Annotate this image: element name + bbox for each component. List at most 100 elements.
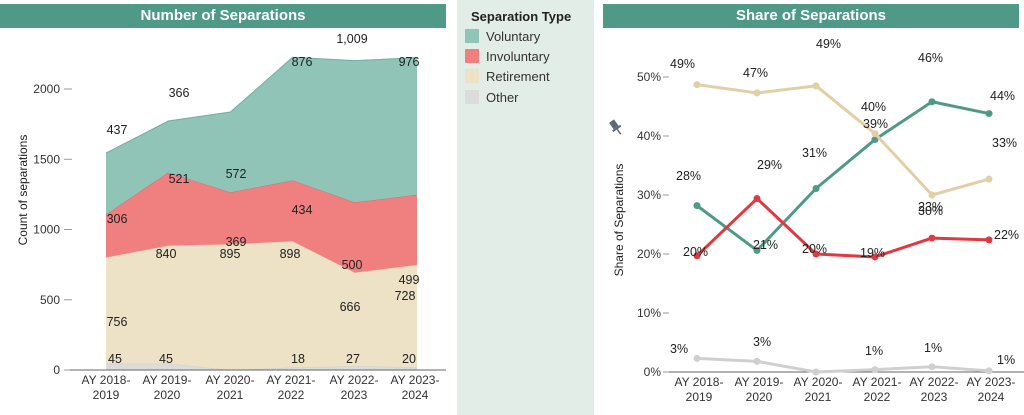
- point-other: [871, 366, 879, 374]
- x-tick-label: 2024: [978, 390, 1005, 404]
- legend-label-other: Other: [486, 89, 519, 105]
- legend-title: Separation Type: [471, 9, 572, 24]
- point-voluntary: [693, 202, 701, 210]
- y-tick-label: 1500: [33, 152, 60, 166]
- data-label-involuntary: 521: [169, 172, 190, 186]
- x-tick-label: 2022: [864, 390, 891, 404]
- legend-swatch-voluntary: [465, 29, 479, 43]
- data-label-involuntary: 500: [342, 258, 363, 272]
- point-voluntary: [812, 185, 820, 193]
- point-voluntary: [753, 246, 761, 254]
- y-tick-label: 0%: [644, 365, 662, 379]
- legend-item-retirement[interactable]: Retirement: [465, 68, 550, 84]
- y-tick-label: 30%: [637, 188, 661, 202]
- y-tick-label: 0: [53, 363, 60, 377]
- area-edge-voluntary: [105, 56, 418, 154]
- x-tick-label: 2020: [154, 388, 181, 402]
- data-label-other: 45: [108, 352, 122, 366]
- point-voluntary: [985, 110, 993, 118]
- number-of-separations-title: Number of Separations: [0, 4, 446, 28]
- data-label-retirement: 47%: [743, 66, 768, 80]
- x-tick-label: 2019: [93, 388, 120, 402]
- y-tick-label: 10%: [637, 306, 661, 320]
- data-label-involuntary: 369: [226, 235, 247, 249]
- point-other: [812, 368, 820, 376]
- data-label-other: 20: [402, 352, 416, 366]
- y-tick-label: 40%: [637, 129, 661, 143]
- data-label-voluntary: 437: [107, 123, 128, 137]
- area-retirement: [106, 241, 417, 370]
- point-retirement: [928, 191, 936, 199]
- data-label-voluntary: 366: [169, 86, 190, 100]
- data-label-retirement: 895: [220, 247, 241, 261]
- x-tick-label: AY 2019-: [143, 373, 192, 387]
- y-tick-label: 20%: [637, 247, 661, 261]
- area-involuntary: [106, 172, 417, 273]
- point-involuntary: [753, 195, 761, 203]
- y-tick-label: 1000: [33, 223, 60, 237]
- legend-label-involuntary: Involuntary: [486, 48, 550, 64]
- point-retirement: [871, 130, 879, 138]
- x-tick-label: 2021: [217, 388, 244, 402]
- x-tick-label: AY 2022-: [910, 375, 959, 389]
- area-voluntary: [106, 57, 417, 215]
- area-other: [106, 363, 417, 370]
- line-retirement: [696, 83, 990, 197]
- data-label-other: 3%: [753, 335, 771, 349]
- data-label-involuntary: 499: [399, 273, 420, 287]
- data-label-other: 45: [159, 352, 173, 366]
- y-tick-label: 2000: [33, 82, 60, 96]
- legend-swatch-involuntary: [465, 49, 479, 63]
- data-label-retirement: 898: [280, 247, 301, 261]
- legend-swatch-retirement: [465, 69, 479, 83]
- point-voluntary: [928, 98, 936, 106]
- data-label-involuntary: 20%: [683, 245, 708, 259]
- legend-item-involuntary[interactable]: Involuntary: [465, 48, 550, 64]
- data-label-involuntary: 23%: [918, 200, 943, 214]
- share-of-separations-title: Share of Separations: [603, 4, 1019, 28]
- data-label-retirement: 33%: [992, 136, 1017, 150]
- point-involuntary: [693, 252, 701, 260]
- data-label-retirement: 40%: [861, 100, 886, 114]
- line-involuntary: [695, 197, 990, 259]
- point-other: [693, 354, 701, 362]
- point-retirement: [985, 175, 993, 183]
- x-tick-label: 2023: [921, 390, 948, 404]
- legend-item-other[interactable]: Other: [465, 89, 519, 105]
- x-tick-label: 2024: [402, 388, 429, 402]
- line-other: [696, 356, 990, 374]
- point-other: [753, 357, 761, 365]
- legend-item-voluntary[interactable]: Voluntary: [465, 28, 540, 44]
- x-tick-label: AY 2020-: [794, 375, 843, 389]
- x-tick-label: AY 2022-: [330, 373, 379, 387]
- number-of-separations-chart: 0 500 1000 1500 2000 Count of separations AY 2…: [16, 30, 446, 402]
- data-label-voluntary: 572: [226, 167, 247, 181]
- legend-swatch-other: [465, 90, 479, 104]
- data-label-involuntary: 434: [292, 203, 313, 217]
- x-tick-label: AY 2021-: [853, 375, 902, 389]
- point-retirement: [812, 82, 820, 90]
- x-tick-label: AY 2023-: [391, 373, 440, 387]
- data-label-retirement: 728: [395, 289, 416, 303]
- data-label-voluntary: 28%: [676, 169, 701, 183]
- legend-label-retirement: Retirement: [486, 68, 550, 84]
- data-label-other: 1%: [924, 341, 942, 355]
- data-label-voluntary: 876: [292, 55, 313, 69]
- data-label-voluntary: 21%: [753, 238, 778, 252]
- data-label-voluntary: 976: [399, 55, 420, 69]
- x-tick-label: AY 2023-: [967, 375, 1016, 389]
- pin-icon: [609, 119, 622, 135]
- data-label-other: 1%: [865, 344, 883, 358]
- point-other: [928, 363, 936, 371]
- share-of-separations-chart: 0% 10% 20% 30% 40% 50% Share of Separations AY …: [609, 37, 1024, 404]
- y-axis-title: Count of separations: [16, 135, 30, 246]
- data-label-retirement: 49%: [670, 57, 695, 71]
- data-label-voluntary: 39%: [863, 117, 888, 131]
- data-label-retirement: 30%: [918, 204, 943, 218]
- x-tick-label: AY 2019-: [735, 375, 784, 389]
- data-label-involuntary: 29%: [757, 158, 782, 172]
- line-voluntary: [696, 100, 990, 252]
- data-label-involuntary: 19%: [860, 246, 885, 260]
- data-label-retirement: 666: [340, 300, 361, 314]
- data-label-voluntary: 1,009: [336, 32, 367, 46]
